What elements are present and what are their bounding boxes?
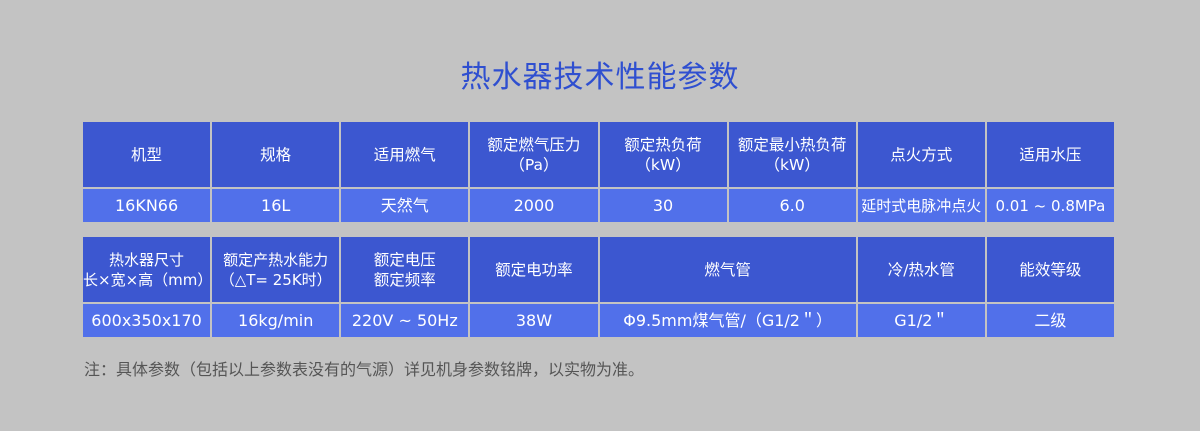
header-cell: 机型 <box>83 122 211 187</box>
spec-table-1: 机型 规格 适用燃气 额定燃气压力 （Pa） 额定热负荷 （kW） 额定最小热负… <box>83 122 1114 222</box>
header-cell: 额定产热水能力 （△T= 25K时） <box>212 237 340 302</box>
data-cell: 天然气 <box>341 189 469 222</box>
header-cell: 燃气管 <box>599 237 856 302</box>
spec-table-2: 热水器尺寸 长×宽×高（mm） 额定产热水能力 （△T= 25K时） 额定电压 … <box>83 237 1114 337</box>
header-cell: 点火方式 <box>857 122 985 187</box>
data-cell: 延时式电脉冲点火 <box>857 189 985 222</box>
header-cell: 冷/热水管 <box>857 237 985 302</box>
header-cell: 额定燃气压力 （Pa） <box>470 122 598 187</box>
data-cell: 16KN66 <box>83 189 211 222</box>
header-cell: 额定最小热负荷 （kW） <box>728 122 856 187</box>
data-cell: 600x350x170 <box>83 304 211 337</box>
data-cell: 16L <box>212 189 340 222</box>
header-cell: 热水器尺寸 长×宽×高（mm） <box>83 237 211 302</box>
data-cell: 二级 <box>986 304 1114 337</box>
footnote: 注：具体参数（包括以上参数表没有的气源）详见机身参数铭牌，以实物为准。 <box>84 360 645 379</box>
data-cell: 30 <box>599 189 727 222</box>
header-cell: 规格 <box>212 122 340 187</box>
data-cell: 6.0 <box>728 189 856 222</box>
header-cell: 适用水压 <box>986 122 1114 187</box>
data-cell: 2000 <box>470 189 598 222</box>
header-cell: 额定电功率 <box>470 237 598 302</box>
data-cell: 16kg/min <box>212 304 340 337</box>
data-cell: G1/2＂ <box>857 304 985 337</box>
header-cell: 适用燃气 <box>341 122 469 187</box>
data-cell: 220V ~ 50Hz <box>341 304 469 337</box>
data-cell: Φ9.5mm煤气管/（G1/2＂） <box>599 304 856 337</box>
header-cell: 额定热负荷 （kW） <box>599 122 727 187</box>
header-cell: 额定电压 额定频率 <box>341 237 469 302</box>
page-title: 热水器技术性能参数 <box>460 60 740 95</box>
data-cell: 0.01 ~ 0.8MPa <box>986 189 1114 222</box>
data-cell: 38W <box>470 304 598 337</box>
header-cell: 能效等级 <box>986 237 1114 302</box>
